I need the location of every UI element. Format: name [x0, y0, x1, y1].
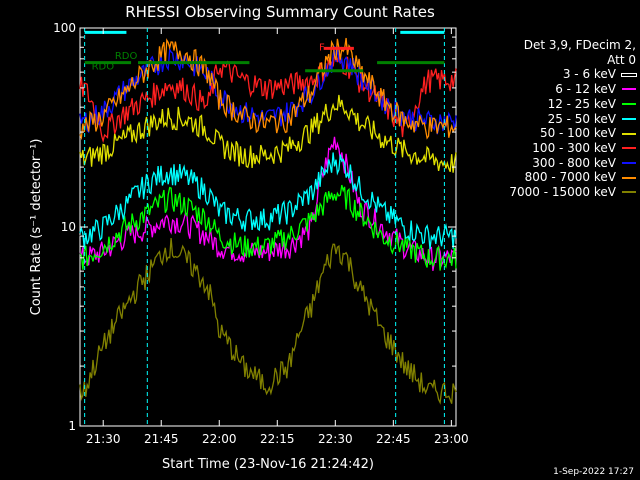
series-layer — [79, 37, 457, 405]
series-line-3 — [79, 152, 457, 250]
legend-label: 25 - 50 keV — [547, 111, 616, 126]
y-tick-label-2: 100 — [53, 21, 76, 35]
legend-rows: 3 - 6 keV 6 - 12 keV 12 - 25 keV 25 - 50 ke… — [470, 67, 637, 200]
legend-label: 800 - 7000 keV — [524, 170, 616, 185]
legend-item-5: 100 - 300 keV — [470, 141, 636, 156]
footer-timestamp: 1-Sep-2022 17:27 — [553, 467, 634, 477]
legend-swatch — [622, 176, 636, 179]
legend-label: 6 - 12 keV — [555, 82, 616, 97]
x-tick-label-6: 23:00 — [434, 432, 469, 446]
legend-item-4: 50 - 100 keV — [470, 126, 636, 141]
legend-header-2: Att 0 — [607, 52, 636, 67]
series-line-4 — [79, 94, 457, 173]
x-tick-label-5: 22:45 — [376, 432, 411, 446]
x-tick-label-3: 22:15 — [260, 432, 295, 446]
legend-swatch — [622, 117, 636, 120]
legend-swatch — [622, 161, 636, 164]
y-tick-label-0: 1 — [68, 419, 76, 433]
x-tick-label-4: 22:30 — [318, 432, 353, 446]
axis-layer: 21:30 21:45 22:00 22:15 22:30 22:45 23:00 1 10 10… — [53, 21, 469, 446]
legend-swatch — [622, 103, 636, 106]
legend-label: 300 - 800 keV — [532, 155, 616, 170]
chart-title: RHESSI Observing Summary Count Rates — [125, 3, 435, 21]
x-axis-label: Start Time (23-Nov-16 21:24:42) — [162, 457, 374, 472]
legend-label: 100 - 300 keV — [532, 140, 616, 155]
series-line-8 — [79, 237, 457, 405]
annotation-2: F — [319, 43, 325, 54]
y-axis-label: Count Rate (s⁻¹ detector⁻¹) — [29, 139, 44, 316]
legend-label: 7000 - 15000 keV — [509, 185, 616, 200]
legend-label: 50 - 100 keV — [539, 126, 616, 141]
series-line-7 — [79, 37, 457, 141]
legend-item-1: 6 - 12 keV — [470, 82, 636, 97]
legend-item-2: 12 - 25 keV — [470, 97, 636, 112]
legend-item-6: 300 - 800 keV — [470, 156, 636, 171]
annotation-0: RDO — [92, 61, 115, 72]
y-tick-label-1: 10 — [61, 220, 76, 234]
legend-item-3: 25 - 50 keV — [470, 112, 636, 127]
legend-label: 12 - 25 keV — [547, 96, 616, 111]
legend-item-7: 800 - 7000 keV — [470, 170, 636, 185]
legend-swatch — [621, 72, 637, 77]
legend: Det 3,9, FDecim 2, Att 0 3 - 6 keV 6 - 12… — [470, 38, 637, 200]
legend-swatch — [622, 88, 636, 91]
x-tick-label-0: 21:30 — [86, 432, 121, 446]
series-line-5 — [79, 53, 457, 144]
x-tick-label-1: 21:45 — [144, 432, 179, 446]
legend-item-8: 7000 - 15000 keV — [470, 185, 636, 200]
legend-item-0: 3 - 6 keV — [470, 67, 637, 82]
legend-swatch — [622, 132, 636, 135]
legend-swatch — [622, 147, 636, 150]
legend-swatch — [622, 191, 636, 194]
annotation-1: RDO — [115, 51, 138, 62]
x-tick-label-2: 22:00 — [202, 432, 237, 446]
series-line-2 — [79, 184, 457, 271]
legend-label: 3 - 6 keV — [562, 67, 616, 82]
legend-header-1: Det 3,9, FDecim 2, — [523, 38, 636, 52]
series-line-1 — [79, 136, 457, 271]
